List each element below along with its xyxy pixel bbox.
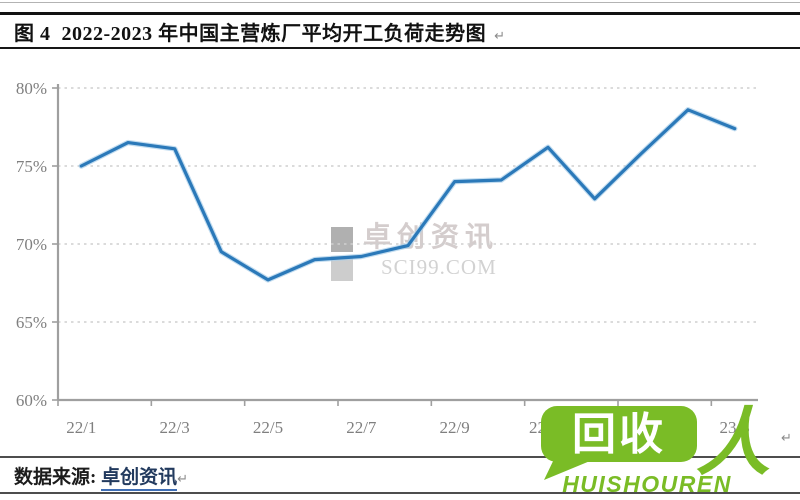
source-row: 数据来源: 卓创资讯↵ <box>14 462 188 491</box>
watermark-name: 卓创资讯 <box>363 222 500 253</box>
chart-return-icon: ↵ <box>781 431 792 446</box>
y-tick-label: 70% <box>16 235 47 254</box>
y-tick-label: 65% <box>16 313 47 332</box>
figure-title: 图 4 2022-2023 年中国主营炼厂平均开工负荷走势图 <box>14 23 487 45</box>
title-bottom-border <box>0 47 800 49</box>
logo-bubble-tail <box>544 455 590 480</box>
sci99-logo-icon <box>331 227 355 283</box>
figure-title-row: 图 4 2022-2023 年中国主营炼厂平均开工负荷走势图 ↵ <box>14 17 506 46</box>
x-tick-label: 22/5 <box>253 418 283 437</box>
x-tick-label: 22/9 <box>440 418 470 437</box>
person-icon: 人 <box>696 401 770 484</box>
source-top-border <box>0 456 800 458</box>
title-top-border <box>0 12 800 15</box>
x-tick-label: 22/1 <box>66 418 96 437</box>
y-tick-label: 75% <box>16 157 47 176</box>
source-link[interactable]: 卓创资讯 <box>101 467 178 491</box>
top-thin-divider <box>0 2 800 3</box>
paragraph-return-icon: ↵ <box>494 29 506 44</box>
sci99-watermark: 卓创资讯 SCI99.COM <box>331 221 499 283</box>
watermark-domain: SCI99.COM <box>381 255 497 279</box>
source-label: 数据来源: <box>14 467 102 488</box>
y-tick-label: 60% <box>16 391 47 410</box>
source-bottom-border <box>0 492 800 494</box>
y-tick-label: 80% <box>16 79 47 98</box>
source-return-icon: ↵ <box>177 472 188 487</box>
x-tick-label: 22/7 <box>346 418 377 437</box>
x-tick-label: 22/3 <box>160 418 190 437</box>
logo-subtext: HUISHOUREN <box>562 471 732 497</box>
huishouren-logo: 回收 人 HUISHOUREN <box>541 401 770 497</box>
logo-bubble-text: 回收 <box>572 410 666 459</box>
logo-bubble <box>541 406 697 462</box>
